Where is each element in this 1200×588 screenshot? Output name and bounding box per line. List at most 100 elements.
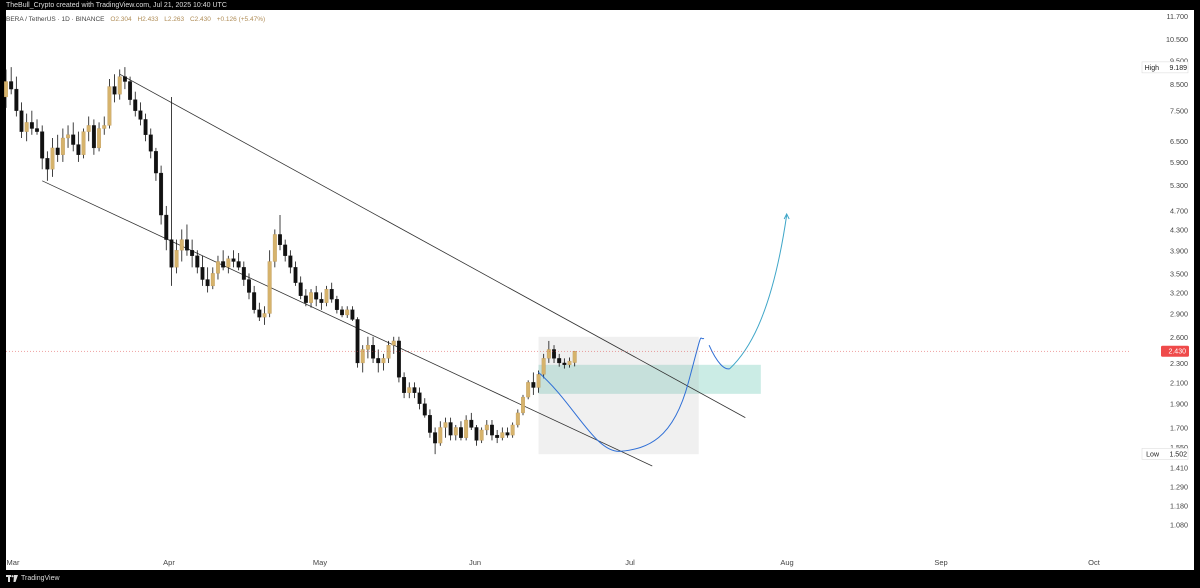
candle-body-down bbox=[153, 151, 158, 174]
candle-body-up bbox=[484, 424, 489, 431]
candle-body-up bbox=[526, 382, 531, 398]
candle bbox=[474, 424, 479, 446]
low-price-badge: Low 1.502 bbox=[1141, 448, 1189, 460]
candle bbox=[572, 350, 577, 367]
x-tick-label: May bbox=[313, 558, 327, 567]
candle-body-up bbox=[107, 86, 112, 126]
candle bbox=[464, 415, 469, 441]
candle bbox=[236, 253, 241, 271]
candle bbox=[515, 409, 520, 428]
candle bbox=[417, 387, 422, 410]
candle bbox=[112, 74, 117, 103]
plot-area[interactable] bbox=[6, 10, 1130, 560]
range-box[interactable] bbox=[538, 336, 699, 455]
y-tick-label: 3.200 bbox=[1170, 288, 1188, 297]
candle bbox=[221, 250, 226, 271]
candle bbox=[324, 285, 329, 307]
candle bbox=[148, 128, 153, 159]
candle-body-up bbox=[464, 419, 469, 438]
candle bbox=[97, 122, 102, 152]
candle bbox=[438, 421, 443, 446]
candle-body-down bbox=[241, 267, 246, 280]
candle bbox=[71, 122, 76, 152]
candle bbox=[55, 134, 60, 162]
channel-upper-line[interactable] bbox=[119, 73, 746, 419]
channel-lower-line[interactable] bbox=[42, 180, 653, 467]
candle bbox=[179, 229, 184, 262]
y-tick-label: 4.700 bbox=[1170, 206, 1188, 215]
price-chart[interactable]: 11.700 10.500 9.500 8.500 7.500 6.500 5.900 5.3… bbox=[0, 0, 1200, 570]
candle-body-up bbox=[386, 345, 391, 359]
ohlc-close: C2.430 bbox=[189, 16, 211, 23]
candle bbox=[60, 128, 65, 162]
ohlc-low: L2.263 bbox=[164, 16, 185, 23]
candle-body-down bbox=[298, 282, 303, 296]
candle bbox=[448, 417, 453, 441]
candle-body-down bbox=[562, 362, 567, 365]
support-zone[interactable] bbox=[538, 364, 761, 394]
chart-svg[interactable]: 11.700 10.500 9.500 8.500 7.500 6.500 5.900 5.3… bbox=[0, 0, 1200, 570]
candle-body-down bbox=[557, 358, 562, 364]
candle bbox=[422, 398, 427, 418]
candle-body-down bbox=[474, 427, 479, 441]
x-tick-label: Mar bbox=[7, 558, 20, 567]
y-tick-label: 5.300 bbox=[1170, 181, 1188, 190]
candle-body-up bbox=[226, 258, 231, 268]
candle-body-up bbox=[97, 128, 102, 149]
candle-body-up bbox=[117, 76, 122, 95]
candle bbox=[526, 380, 531, 400]
handle-curve[interactable] bbox=[708, 344, 730, 370]
candle bbox=[128, 76, 133, 106]
candle-body-down bbox=[9, 81, 14, 90]
candle-body-down bbox=[133, 99, 138, 111]
time-axis[interactable] bbox=[6, 553, 1194, 570]
tradingview-logo[interactable]: TradingView bbox=[6, 575, 60, 582]
candle-body-up bbox=[179, 239, 184, 251]
candle bbox=[76, 131, 81, 162]
drawing-curves bbox=[538, 212, 790, 452]
candle-body-down bbox=[14, 88, 19, 111]
candle-body-up bbox=[272, 234, 277, 262]
candle-body-down bbox=[459, 427, 463, 438]
candle bbox=[484, 420, 489, 436]
candle-body-up bbox=[510, 424, 515, 436]
candle bbox=[29, 110, 34, 135]
candle-body-down bbox=[531, 382, 536, 388]
candle bbox=[521, 394, 525, 416]
candle bbox=[340, 306, 344, 318]
candle-body-down bbox=[257, 309, 262, 318]
candle-body-down bbox=[71, 134, 76, 145]
candle bbox=[376, 349, 381, 373]
price-marks: High 9.189 Low 1.502 2.430 bbox=[6, 61, 1189, 460]
candle bbox=[510, 422, 515, 438]
cup-curve[interactable] bbox=[538, 337, 705, 452]
candle bbox=[407, 382, 412, 399]
candle-body-up bbox=[541, 358, 546, 375]
candle-body-down bbox=[552, 349, 556, 359]
candle-body-down bbox=[278, 234, 282, 246]
candle-body-up bbox=[60, 137, 65, 155]
candle bbox=[381, 353, 386, 371]
y-tick-label: 10.500 bbox=[1166, 35, 1188, 44]
y-tick-label: 2.900 bbox=[1170, 309, 1188, 318]
high-price-badge: High 9.189 bbox=[1141, 61, 1189, 74]
candle bbox=[184, 224, 189, 256]
candle-body-down bbox=[412, 387, 417, 393]
candle-body-up bbox=[4, 81, 8, 98]
candle bbox=[122, 67, 127, 90]
symbol-pair[interactable]: BERA / TetherUS · 1D · BINANCE bbox=[6, 16, 105, 23]
candle bbox=[453, 424, 458, 441]
footer-bar: TradingView bbox=[0, 572, 1200, 588]
candles bbox=[4, 67, 577, 455]
candle-body-down bbox=[190, 250, 195, 256]
projection-curve[interactable] bbox=[729, 214, 788, 369]
candle bbox=[81, 128, 86, 159]
y-tick-label: 2.300 bbox=[1170, 359, 1188, 368]
candle-body-down bbox=[422, 403, 427, 416]
candle-body-up bbox=[24, 122, 29, 132]
candle-body-down bbox=[45, 158, 50, 170]
price-axis[interactable] bbox=[1130, 10, 1194, 560]
candle bbox=[45, 151, 50, 181]
candle bbox=[283, 239, 288, 262]
y-tick-label: 1.550 bbox=[1170, 443, 1188, 452]
